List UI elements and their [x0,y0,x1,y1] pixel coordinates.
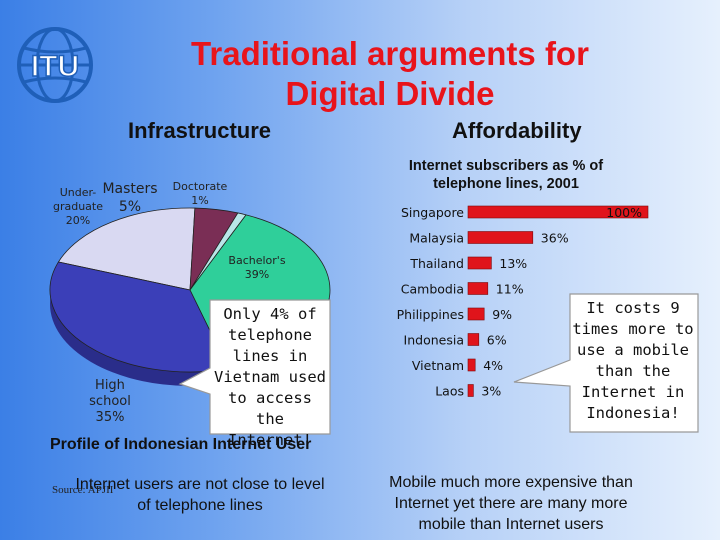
pie-label-line: Under- [59,186,97,199]
caption-line: Internet yet there are many more [394,495,628,512]
bar-category-singapore: Singapore [401,205,464,220]
bar-value-philippines: 9% [492,307,512,322]
pie-label-line: 39% [244,268,270,281]
callout-line: use a mobile [577,341,689,359]
bar-category-malaysia: Malaysia [409,231,464,246]
section-heading-affordability: Affordability [452,118,582,143]
pie-chart-title: Profile of Indonesian Internet User [50,436,312,453]
callout-line: Only 4% of [223,305,317,323]
pie-label-line: High [95,378,125,393]
callout-line: Vietnam used [214,368,326,386]
pie-label-line: graduate [52,200,104,213]
bar-value-indonesia: 6% [487,333,507,348]
logo-text: ITU [31,50,79,83]
pie-label-line: 20% [65,214,91,227]
callout-line: Internet! [228,431,312,449]
bar-philippines [467,307,485,321]
callout-line: than the [595,362,671,380]
pie-label-doctorate: Doctorate 1% [168,180,232,208]
bar-chart-title-line-1: Internet subscribers as % of [409,158,603,174]
title-line-1: Traditional arguments for [191,35,589,72]
caption-line: mobile than Internet users [418,516,604,533]
callout-right-shape [513,293,699,433]
caption-line: Mobile much more expensive than [389,474,633,491]
pie-chart-source: Source: APJII [52,484,114,496]
caption-right: Mobile much more expensive than Internet… [366,472,656,535]
bar-value-thailand: 13% [499,256,527,271]
caption-left: Internet users are not close to level of… [50,474,350,516]
pie-label-line: Bachelor's [228,254,286,267]
pie-label-line: 5% [118,199,142,215]
bar-malaysia [467,231,534,244]
title-line-2: Digital Divide [285,75,495,112]
bar-value-malaysia: 36% [541,231,569,246]
bar-chart-title-line-2: telephone lines, 2001 [433,176,579,192]
pie-label-line: Masters [102,181,158,197]
bar-value-singapore: 100% [606,205,642,220]
pie-label-highschool: High school 35% [80,378,140,426]
bar-vietnam [467,358,476,372]
itu-logo: ITU [17,27,93,103]
callout-line: Indonesia! [586,404,680,422]
pie-label-line: school [89,394,131,409]
callout-line: times more to [572,320,694,338]
bar-indonesia [467,333,480,346]
page-title: Traditional arguments for Digital Divide [110,34,670,114]
bar-category-vietnam: Vietnam [412,358,464,373]
callout-line: to access the [228,389,312,428]
bar-value-laos: 3% [481,384,501,399]
bar-category-laos: Laos [435,384,464,399]
bar-value-vietnam: 4% [483,358,503,373]
bar-category-philippines: Philippines [397,307,464,322]
bar-thailand [467,256,492,270]
bar-category-cambodia: Cambodia [401,282,464,297]
bar-singapore [467,205,649,219]
bar-laos [467,384,474,397]
pie-label-undergraduate: Under- graduate 20% [48,186,108,228]
callout-line: telephone [228,326,312,344]
pie-slice-undergraduate [57,207,196,291]
bar-cambodia [467,282,489,295]
pie-slice-highschool [49,261,230,373]
callout-line: Internet in [581,383,685,401]
bar-marks: Singapore 100% Malaysia 36% Thailand 13% Cambo… [397,205,649,399]
pie-label-line: Doctorate [172,180,228,193]
callout-right: It costs 9 times more to use a mobile th… [572,298,694,424]
callout-left: Only 4% of telephone lines in Vietnam us… [210,304,330,451]
caption-line: Internet users are not close to level [75,476,325,493]
pie-label-bachelors: Bachelor's 39% [222,254,292,282]
bar-category-thailand: Thailand [409,256,464,271]
pie-label-masters: Masters 5% [100,180,160,216]
bar-value-cambodia: 11% [496,282,524,297]
caption-line: of telephone lines [137,497,263,514]
pie-label-line: 35% [95,410,125,425]
bar-chart: Internet subscribers as % of telephone l… [397,158,649,399]
bar-category-indonesia: Indonesia [404,333,464,348]
pie-label-line: 1% [191,194,209,207]
callout-left-shape [178,299,331,435]
section-heading-infrastructure: Infrastructure [128,118,272,143]
callout-line: It costs 9 [586,299,680,317]
callout-line: lines in [232,347,308,365]
